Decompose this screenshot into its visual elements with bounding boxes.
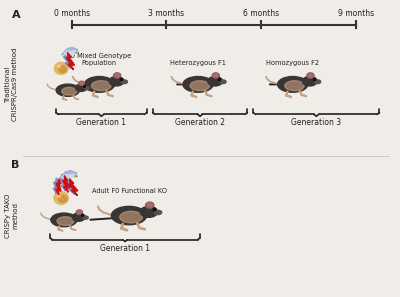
Text: 6 months: 6 months: [243, 9, 279, 18]
Text: Generation 3: Generation 3: [291, 119, 342, 127]
Ellipse shape: [146, 202, 154, 208]
Ellipse shape: [114, 73, 121, 78]
Ellipse shape: [285, 81, 304, 91]
Ellipse shape: [75, 84, 87, 91]
Ellipse shape: [92, 81, 111, 91]
Ellipse shape: [64, 51, 74, 55]
Ellipse shape: [83, 216, 88, 219]
Ellipse shape: [183, 77, 213, 92]
Ellipse shape: [314, 80, 321, 83]
Ellipse shape: [57, 217, 74, 225]
Polygon shape: [53, 178, 58, 194]
Ellipse shape: [214, 74, 218, 77]
Ellipse shape: [308, 74, 312, 77]
Text: Heterozygous F1: Heterozygous F1: [170, 60, 226, 66]
Ellipse shape: [51, 213, 77, 227]
Polygon shape: [56, 179, 61, 195]
Ellipse shape: [76, 210, 82, 214]
Ellipse shape: [147, 203, 152, 207]
Text: Homozygous F2: Homozygous F2: [266, 60, 319, 66]
Ellipse shape: [62, 175, 72, 179]
Text: Adult F0 Functional KO: Adult F0 Functional KO: [92, 188, 166, 194]
Ellipse shape: [154, 210, 162, 215]
Polygon shape: [61, 47, 78, 55]
Ellipse shape: [307, 73, 314, 78]
Ellipse shape: [220, 80, 226, 83]
Text: Traditional
CRISPR/Cas9 method: Traditional CRISPR/Cas9 method: [5, 48, 18, 121]
Ellipse shape: [121, 80, 128, 83]
Polygon shape: [66, 52, 74, 70]
Text: B: B: [12, 160, 20, 170]
Ellipse shape: [302, 77, 317, 86]
Polygon shape: [76, 52, 78, 53]
Text: CRISPy TAKO
method: CRISPy TAKO method: [5, 193, 18, 238]
Ellipse shape: [58, 65, 60, 67]
Ellipse shape: [56, 84, 80, 96]
Ellipse shape: [78, 211, 81, 214]
Ellipse shape: [278, 77, 308, 92]
Text: 3 months: 3 months: [148, 9, 184, 18]
Polygon shape: [75, 176, 78, 177]
Ellipse shape: [85, 87, 90, 90]
Ellipse shape: [212, 73, 219, 78]
Text: Generation 2: Generation 2: [175, 119, 225, 127]
Ellipse shape: [120, 211, 142, 223]
Ellipse shape: [115, 74, 119, 77]
Ellipse shape: [140, 206, 158, 217]
Ellipse shape: [54, 192, 68, 204]
Text: 0 months: 0 months: [54, 9, 90, 18]
Ellipse shape: [72, 213, 85, 221]
Ellipse shape: [58, 195, 67, 203]
Polygon shape: [66, 177, 75, 194]
Ellipse shape: [54, 62, 68, 74]
Text: Generation 1: Generation 1: [76, 119, 126, 127]
Text: 9 months: 9 months: [338, 9, 374, 18]
Ellipse shape: [109, 77, 124, 86]
Ellipse shape: [84, 77, 114, 92]
Polygon shape: [60, 174, 67, 191]
Ellipse shape: [59, 66, 66, 72]
Text: A: A: [12, 10, 20, 20]
Ellipse shape: [79, 81, 84, 85]
Polygon shape: [58, 170, 77, 179]
Text: F0 Mixed Genotype
Population: F0 Mixed Genotype Population: [67, 53, 132, 66]
Text: Generation 1: Generation 1: [100, 244, 150, 253]
Ellipse shape: [62, 87, 77, 95]
Ellipse shape: [80, 82, 83, 85]
Ellipse shape: [111, 206, 147, 225]
Ellipse shape: [208, 77, 222, 86]
Ellipse shape: [70, 174, 75, 177]
Polygon shape: [63, 51, 72, 69]
Ellipse shape: [58, 195, 60, 197]
Polygon shape: [63, 176, 70, 192]
Polygon shape: [69, 178, 78, 196]
Ellipse shape: [190, 81, 210, 91]
Ellipse shape: [72, 50, 76, 53]
